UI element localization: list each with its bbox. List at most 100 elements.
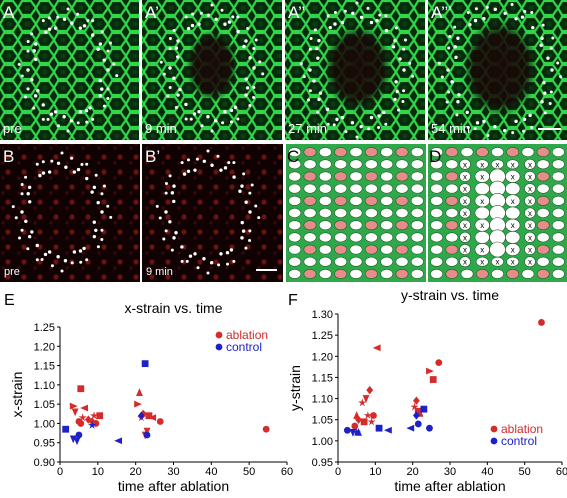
lattice-cell xyxy=(524,171,536,182)
data-point xyxy=(62,425,70,433)
tracking-dot xyxy=(550,68,554,72)
tracking-dot xyxy=(100,228,104,232)
tracking-dot xyxy=(510,2,514,6)
tracking-dot xyxy=(168,174,172,178)
tracking-dot xyxy=(182,172,187,176)
tracking-dot xyxy=(261,72,265,76)
tracking-dot xyxy=(92,220,96,224)
lattice-cell xyxy=(349,244,363,255)
lattice-cell xyxy=(349,208,363,218)
tracking-dot xyxy=(299,62,303,66)
ablated-cell-mark: x xyxy=(528,209,532,218)
tracking-dot xyxy=(170,248,174,252)
tracking-dot xyxy=(85,176,89,181)
tracking-dot xyxy=(227,20,232,24)
tracking-dot xyxy=(482,119,486,124)
y-tick-label: 1.00 xyxy=(34,418,55,430)
legend-label: ablation xyxy=(226,328,268,342)
tracking-dot xyxy=(164,191,168,195)
tracking-dot xyxy=(78,249,83,253)
ablated-cell-mark: x xyxy=(528,246,532,255)
tracking-dot xyxy=(34,57,38,62)
lattice-cell xyxy=(395,159,409,170)
time-caption-A-prime: 9 min xyxy=(145,121,177,136)
lattice-cell xyxy=(364,171,378,182)
panel-label-E: E xyxy=(4,292,15,309)
tracking-dot xyxy=(528,113,532,118)
tracking-dot xyxy=(468,22,472,27)
tracking-dot xyxy=(375,18,379,23)
tracking-dot xyxy=(172,199,176,204)
tracking-dot xyxy=(78,26,83,30)
tracking-dot xyxy=(221,121,225,125)
lattice-cell xyxy=(410,147,424,158)
tracking-dot xyxy=(369,20,374,25)
chart-x-strain: x-strain vs. time 0 10 20 30 40 50 60 0.90 0.95 1.… xyxy=(9,300,293,494)
tracking-dot xyxy=(47,16,51,20)
tracking-dot xyxy=(214,17,218,21)
lattice-cell xyxy=(380,220,394,231)
panel-label-C: C xyxy=(287,147,299,166)
tracking-dot xyxy=(559,75,563,79)
lattice-cell xyxy=(318,183,332,194)
tracking-dot xyxy=(408,61,412,65)
lattice-cell xyxy=(410,256,424,267)
lattice-cell xyxy=(430,195,443,206)
lattice-cell xyxy=(364,256,378,267)
x-tick-label: 20 xyxy=(130,466,142,478)
x-axis-label: time after ablation xyxy=(118,478,229,494)
panel-label-B-prime: B’ xyxy=(145,147,160,166)
tracking-dot xyxy=(223,110,227,114)
lattice-cell xyxy=(318,256,332,267)
tracking-dot xyxy=(24,95,28,99)
data-point xyxy=(114,437,123,445)
x-axis-label: time after ablation xyxy=(394,478,505,494)
data-point xyxy=(413,396,420,405)
tracking-dot xyxy=(248,210,252,214)
lattice-cell xyxy=(430,183,443,194)
y-tick-label: 0.95 xyxy=(34,438,55,450)
tracking-dot xyxy=(248,229,252,233)
lattice-cell xyxy=(303,256,317,267)
tracking-dot xyxy=(453,45,457,49)
tracking-dot xyxy=(60,151,64,155)
tracking-dot xyxy=(106,49,110,53)
tracking-dot xyxy=(76,121,80,125)
tracking-dot xyxy=(366,6,370,10)
lattice-cell xyxy=(552,256,565,267)
chart-title: y-strain vs. time xyxy=(401,287,499,303)
tracking-dot xyxy=(202,159,207,163)
tracking-dot xyxy=(184,117,188,121)
tracking-dot xyxy=(70,261,74,265)
tracking-dot xyxy=(63,259,68,263)
tracking-dot xyxy=(109,215,113,219)
lattice-cell xyxy=(395,183,409,194)
tracking-dot xyxy=(14,216,18,220)
tracking-dot xyxy=(541,23,545,27)
tracking-dot xyxy=(447,46,451,50)
lattice-cell xyxy=(491,256,504,267)
legend-label: control xyxy=(501,434,537,448)
tracking-dot xyxy=(350,121,355,125)
lattice-cell xyxy=(430,147,443,158)
tracking-dot xyxy=(230,120,234,124)
y-axis-label: y-strain xyxy=(287,365,303,411)
lattice-cell xyxy=(318,268,332,279)
tracking-dot xyxy=(170,191,175,195)
lattice-cell xyxy=(459,244,471,255)
lattice-cell xyxy=(288,183,302,194)
tracking-dot xyxy=(549,46,553,50)
tracking-dot xyxy=(50,264,54,268)
data-point xyxy=(262,425,270,433)
lattice-cell xyxy=(364,159,378,170)
tracking-dot xyxy=(447,90,451,94)
lattice-cell xyxy=(536,159,550,170)
lattice-cell xyxy=(459,171,471,182)
lattice-cell xyxy=(459,207,471,219)
ablated-cell-mark: x xyxy=(511,246,515,255)
panel-A-double-prime: A’’ 27 min xyxy=(285,0,425,140)
tracking-dot xyxy=(20,74,24,78)
tracking-dot xyxy=(62,17,67,21)
tracking-dot xyxy=(62,115,66,119)
lattice-cell xyxy=(380,195,394,206)
